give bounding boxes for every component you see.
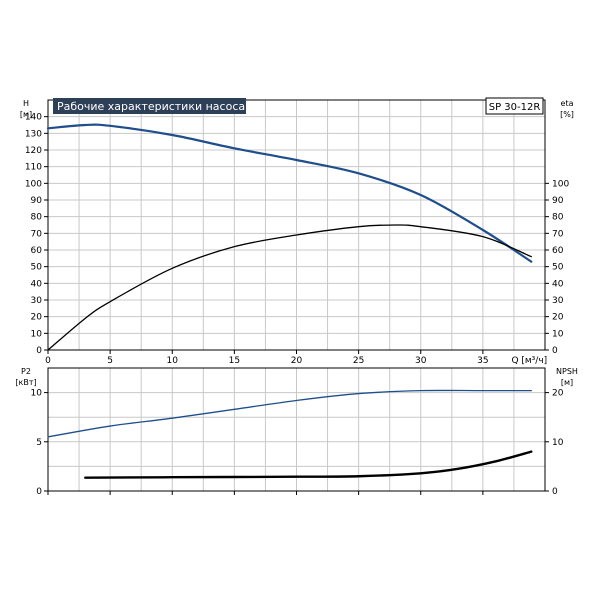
- x-tick-label: 20: [291, 356, 303, 366]
- y-tick-label-right: 80: [552, 213, 564, 223]
- series-line-2: [47, 224, 532, 351]
- y-tick-label-right: 10: [552, 329, 564, 339]
- y-tick-label-right: 10: [552, 438, 564, 448]
- y-tick-label-left: 110: [25, 163, 42, 173]
- chart-title-box: Рабочие характеристики насоса: [53, 98, 246, 114]
- y-tick-label-left: 70: [31, 229, 43, 239]
- power-npsh-panel: 0 5 10 0 10 20 P2 [кВт] NPSH [м]: [15, 367, 578, 497]
- x-axis-label: Q [м³/ч]: [511, 356, 547, 366]
- x-tick-label: 25: [353, 356, 364, 366]
- y-tick-label-right: 60: [552, 246, 564, 256]
- y-tick-label-right: 100: [552, 179, 569, 189]
- y-tick-label-left: 20: [31, 313, 43, 323]
- y-tick-label-left: 40: [31, 279, 43, 289]
- series-line-1: [47, 389, 532, 438]
- chart-title-background: [53, 98, 246, 114]
- series-line-2: [84, 450, 533, 479]
- y-tick-label-right: 70: [552, 229, 564, 239]
- x-tick-label: 5: [107, 356, 113, 366]
- y-tick-label-right: 40: [552, 279, 564, 289]
- y-tick-label-left: 120: [25, 146, 42, 156]
- y-tick-label-left: 10: [31, 329, 43, 339]
- x-tick-label: 30: [415, 356, 427, 366]
- x-tick-label: 10: [167, 356, 179, 366]
- y-tick-label-left: 90: [31, 196, 43, 206]
- y-tick-label-right: 90: [552, 196, 564, 206]
- chart-title: Рабочие характеристики насоса: [57, 100, 245, 113]
- y-tick-label-right: 30: [552, 296, 564, 306]
- y-tick-label-left: 100: [25, 179, 42, 189]
- y-axis-label-left: H: [23, 99, 29, 108]
- y-tick-label-left: 60: [31, 246, 43, 256]
- y-tick-label-right: 50: [552, 263, 564, 273]
- y-axis-label-left: P2: [21, 367, 31, 376]
- model-label: SP 30-12R: [489, 102, 541, 113]
- y-axis-unit-right: [м]: [561, 378, 573, 387]
- y-tick-label-left: 140: [25, 113, 42, 123]
- y-tick-label-left: 0: [36, 487, 42, 497]
- y-tick-label-left: 5: [36, 438, 42, 448]
- head-efficiency-panel: 0102030405060708090100110120130140010203…: [20, 97, 574, 366]
- x-tick-label: 15: [229, 356, 240, 366]
- y-tick-label-right: 0: [552, 487, 558, 497]
- y-tick-label-right: 20: [552, 313, 564, 323]
- x-tick-label: 0: [45, 356, 51, 366]
- y-tick-label-left: 10: [31, 389, 43, 399]
- y-axis-label-right: eta: [561, 99, 574, 108]
- model-label-background: [485, 97, 544, 115]
- y-axis-unit-right: [%]: [560, 110, 574, 119]
- y-tick-label-left: 80: [31, 213, 43, 223]
- x-tick-label: 35: [477, 356, 488, 366]
- y-tick-label-right: 0: [552, 346, 558, 356]
- y-axis-unit-left: [м]: [20, 110, 32, 119]
- y-tick-label-left: 130: [25, 129, 42, 139]
- series-line-1: [46, 123, 533, 263]
- y-tick-label-right: 20: [552, 389, 564, 399]
- y-tick-label-left: 50: [31, 263, 43, 273]
- y-tick-label-left: 30: [31, 296, 43, 306]
- y-tick-label-left: 0: [36, 346, 42, 356]
- y-axis-label-right: NPSH: [556, 367, 578, 376]
- model-label-box: SP 30-12R: [485, 97, 544, 115]
- y-axis-unit-left: [кВт]: [15, 378, 36, 387]
